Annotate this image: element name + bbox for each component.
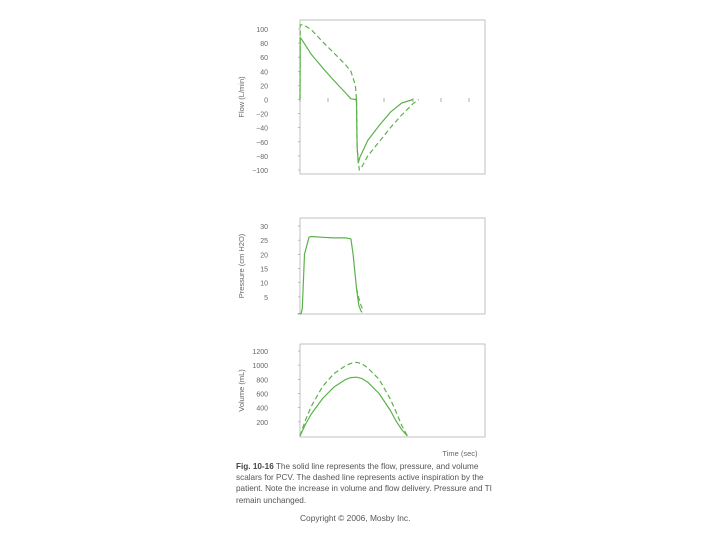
plot-frame — [299, 19, 486, 175]
y-tick-label: 1200 — [252, 349, 268, 356]
series-line-dashed — [299, 361, 408, 437]
series-line-solid — [297, 235, 363, 315]
series-line-solid — [299, 36, 414, 164]
y-tick-label: 400 — [256, 406, 268, 413]
figure-caption: Fig. 10-16 The solid line represents the… — [236, 461, 498, 506]
y-tick-label: 1000 — [252, 363, 268, 370]
y-tick-label: 200 — [256, 420, 268, 427]
y-tick-label: 15 — [260, 267, 268, 274]
y-tick-label: −100 — [252, 168, 268, 175]
y-tick-label: 30 — [260, 224, 268, 231]
y-axis-label: Volume (mL) — [237, 369, 246, 412]
y-tick-label: 600 — [256, 392, 268, 399]
plot-frame — [299, 217, 486, 315]
caption-text: The solid line represents the flow, pres… — [236, 462, 492, 505]
y-tick-label: 80 — [260, 41, 268, 48]
y-tick-label: 40 — [260, 69, 268, 76]
y-tick-label: 20 — [260, 83, 268, 90]
y-tick-label: 60 — [260, 55, 268, 62]
volume-plot: 1200 1000 800 600 400 200 Volume (mL) Time (sec… — [237, 343, 486, 458]
series-line-dashed — [355, 288, 364, 312]
y-tick-label: −20 — [256, 112, 268, 119]
y-tick-label: 800 — [256, 377, 268, 384]
y-tick-label: 0 — [264, 98, 268, 105]
y-tick-label: 100 — [256, 27, 268, 34]
series-line-solid — [299, 376, 408, 437]
x-axis-label: Time (sec) — [442, 449, 478, 458]
copyright-notice: Copyright © 2006, Mosby Inc. — [300, 513, 411, 523]
series-line-dashed — [299, 24, 419, 171]
y-tick-label: −40 — [256, 126, 268, 133]
figure-label: Fig. 10-16 — [236, 462, 274, 471]
plot-frame — [299, 343, 486, 438]
flow-plot: 100 80 60 40 20 0 −20 −40 −60 −80 −100 Flow (L/min) — [237, 19, 486, 175]
pressure-plot: 30 25 20 15 10 5 Pressure (cm H2O) — [237, 217, 486, 315]
y-tick-label: −80 — [256, 154, 268, 161]
y-axis-label: Flow (L/min) — [237, 76, 246, 118]
y-tick-label: 5 — [264, 295, 268, 302]
y-tick-label: 25 — [260, 238, 268, 245]
y-axis-label: Pressure (cm H2O) — [237, 233, 246, 298]
y-tick-label: 10 — [260, 281, 268, 288]
y-tick-label: 20 — [260, 252, 268, 259]
y-tick-label: −60 — [256, 140, 268, 147]
